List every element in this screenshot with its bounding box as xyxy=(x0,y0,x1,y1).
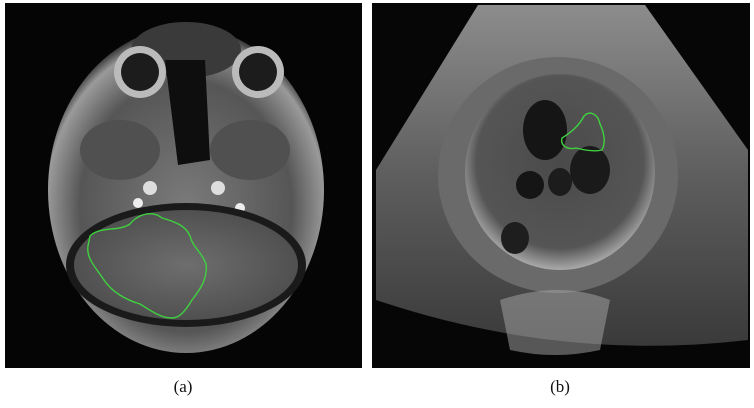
panel-a-image xyxy=(5,3,362,368)
panel-label: (a) xyxy=(174,377,193,396)
panel-b-image xyxy=(372,3,750,368)
panel-label: (b) xyxy=(550,377,570,396)
